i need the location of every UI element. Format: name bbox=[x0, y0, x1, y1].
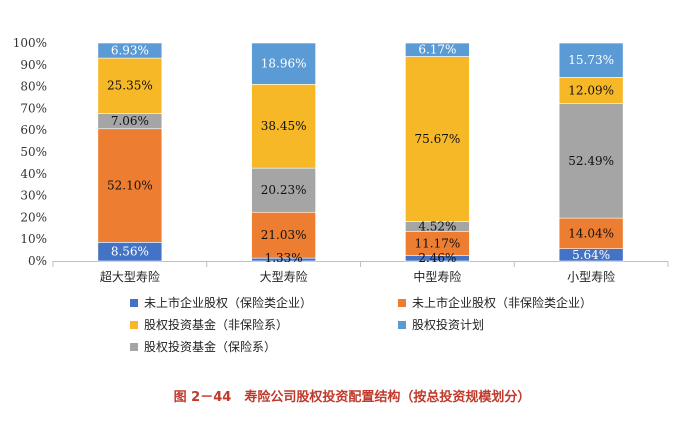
data-label: 20.23% bbox=[261, 183, 307, 197]
bar-segment bbox=[558, 217, 624, 250]
y-tick-label: 70% bbox=[20, 101, 47, 115]
data-label: 6.17% bbox=[418, 43, 456, 57]
legend-label: 未上市企业股权（保险类企业） bbox=[144, 295, 312, 310]
y-tick-label: 50% bbox=[20, 145, 47, 159]
data-label: 75.67% bbox=[414, 132, 460, 146]
bar-segment bbox=[405, 42, 470, 57]
data-label: 11.17% bbox=[414, 236, 460, 250]
bar-segment bbox=[251, 84, 316, 169]
legend-label: 股权投资基金（非保险系） bbox=[144, 317, 288, 332]
bar-segment bbox=[97, 57, 163, 114]
x-tick-label: 小型寿险 bbox=[567, 269, 615, 284]
legend-label: 未上市企业股权（非保险类企业） bbox=[412, 295, 592, 310]
x-tick-label: 大型寿险 bbox=[260, 269, 308, 284]
legend-swatch bbox=[398, 299, 406, 307]
bar-segment bbox=[405, 56, 470, 222]
bar-segment bbox=[558, 42, 624, 78]
data-label: 1.33% bbox=[265, 251, 303, 265]
y-tick-label: 100% bbox=[13, 36, 47, 50]
figure-caption: 图 2－44 寿险公司股权投资配置结构（按总投资规模划分） bbox=[174, 389, 531, 405]
legend-swatch bbox=[398, 321, 406, 329]
y-tick-label: 80% bbox=[20, 80, 47, 94]
y-tick-label: 60% bbox=[20, 123, 47, 137]
bar-segment bbox=[405, 230, 470, 256]
bar-segment bbox=[97, 42, 163, 59]
y-tick-label: 90% bbox=[20, 58, 47, 72]
data-label: 18.96% bbox=[261, 57, 307, 71]
data-label: 15.73% bbox=[568, 53, 614, 67]
bar-segment bbox=[251, 42, 316, 85]
data-label: 25.35% bbox=[107, 79, 153, 93]
legend-swatch bbox=[130, 321, 138, 329]
data-label: 14.04% bbox=[568, 226, 614, 240]
y-tick-label: 30% bbox=[20, 189, 47, 203]
bar-segment bbox=[251, 211, 316, 259]
data-label: 7.06% bbox=[111, 114, 149, 128]
data-label: 52.10% bbox=[107, 179, 153, 193]
data-label: 52.49% bbox=[568, 154, 614, 168]
data-label: 6.93% bbox=[111, 44, 149, 58]
y-tick-label: 20% bbox=[20, 210, 47, 224]
legend-label: 股权投资基金（保险系） bbox=[144, 339, 276, 354]
data-label: 4.52% bbox=[418, 219, 456, 233]
chart-axes: 0% 10% 20% 30% 40% 50% 60% 70% 80% 90% 100% 超大型寿险 大型… bbox=[13, 36, 669, 284]
data-label: 38.45% bbox=[261, 119, 307, 133]
x-tick-label: 超大型寿险 bbox=[100, 269, 160, 284]
y-tick-label: 0% bbox=[28, 254, 47, 268]
data-label: 21.03% bbox=[261, 228, 307, 242]
x-tick-label: 中型寿险 bbox=[413, 269, 461, 284]
data-labels: 8.56% 52.10% 7.06% 25.35% 6.93% 1.33% 21.03% 20… bbox=[107, 43, 614, 265]
legend-swatch bbox=[130, 299, 138, 307]
bar-stacks bbox=[97, 42, 624, 262]
y-tick-label: 40% bbox=[20, 167, 47, 181]
legend-label: 股权投资计划 bbox=[412, 317, 484, 332]
data-label: 12.09% bbox=[568, 83, 614, 97]
data-label: 2.46% bbox=[418, 251, 456, 265]
bar-segment bbox=[558, 103, 624, 219]
data-label: 5.64% bbox=[572, 248, 610, 262]
bar-segment bbox=[251, 167, 316, 213]
data-label: 8.56% bbox=[111, 245, 149, 259]
bar-segment bbox=[558, 77, 624, 104]
legend-swatch bbox=[130, 343, 138, 351]
y-tick-label: 10% bbox=[20, 232, 47, 246]
legend: 未上市企业股权（保险类企业） 未上市企业股权（非保险类企业） 股权投资基金（非保险系… bbox=[130, 295, 592, 354]
